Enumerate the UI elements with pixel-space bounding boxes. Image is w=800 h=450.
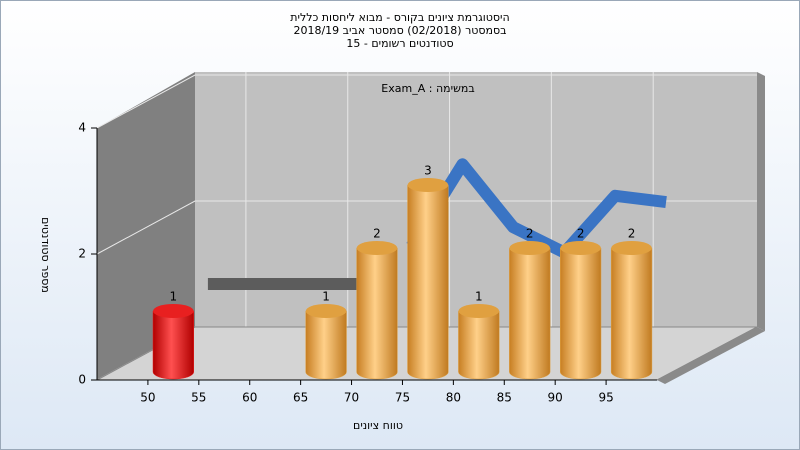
bar-group (305, 304, 347, 380)
data-label: 3 (424, 164, 432, 178)
bar-group (407, 178, 449, 380)
data-label: 1 (475, 290, 483, 304)
bar-group (560, 241, 602, 380)
bar-top (305, 304, 347, 318)
chart-title: סטודנטים רשומים - 15 (346, 37, 453, 50)
bar-top (458, 304, 500, 318)
y-axis-label: מספר סטודנטים (39, 217, 52, 293)
chart-title: בסמסטר (02/2018) סמסטר אביב 2018/19 (293, 24, 506, 37)
bar (407, 184, 449, 380)
bar (610, 247, 653, 380)
x-tick-label: 85 (497, 391, 512, 405)
bar-group (509, 241, 551, 380)
bar-group (610, 241, 653, 380)
annotation: במשימה : Exam_A (381, 82, 474, 95)
x-tick-label: 60 (242, 391, 257, 405)
bar-group (152, 304, 194, 380)
x-tick-label: 95 (598, 391, 613, 405)
bar-group (356, 241, 398, 380)
bar (458, 310, 500, 380)
bar (560, 247, 602, 380)
x-tick-label: 75 (395, 391, 410, 405)
data-label: 2 (373, 227, 381, 241)
chart-title: היסטוגרמת ציונים בקורס - מבוא ליחסות כלל… (290, 11, 509, 24)
x-axis-label: טווח ציונים (353, 419, 403, 432)
bar-top (407, 178, 449, 192)
bar-top (153, 304, 194, 318)
trend-ribbon (406, 158, 667, 259)
data-label: 2 (628, 227, 636, 241)
wall-edge (757, 72, 765, 331)
x-tick-label: 50 (140, 391, 155, 405)
bar (356, 247, 398, 380)
grid-line (96, 200, 757, 255)
bar-top (356, 241, 398, 255)
bar (509, 247, 551, 380)
x-tick-label: 70 (344, 391, 359, 405)
data-label: 1 (322, 290, 330, 304)
left-wall (97, 72, 195, 380)
grid-line (96, 74, 757, 129)
bar-top (560, 241, 601, 255)
y-tick-label: 4 (78, 121, 86, 135)
bar (305, 310, 347, 380)
bar (152, 310, 194, 380)
data-label: 1 (170, 290, 178, 304)
data-label: 2 (577, 227, 585, 241)
x-tick-label: 55 (191, 391, 206, 405)
bar-top (611, 241, 652, 255)
x-tick-label: 65 (293, 391, 308, 405)
bar-group (458, 304, 500, 380)
bar-top (509, 241, 551, 255)
y-tick-label: 0 (78, 373, 86, 387)
floor-edge (657, 327, 765, 384)
x-tick-label: 90 (548, 391, 563, 405)
data-label: 2 (526, 227, 534, 241)
x-tick-label: 80 (446, 391, 461, 405)
y-tick-label: 2 (78, 247, 86, 261)
